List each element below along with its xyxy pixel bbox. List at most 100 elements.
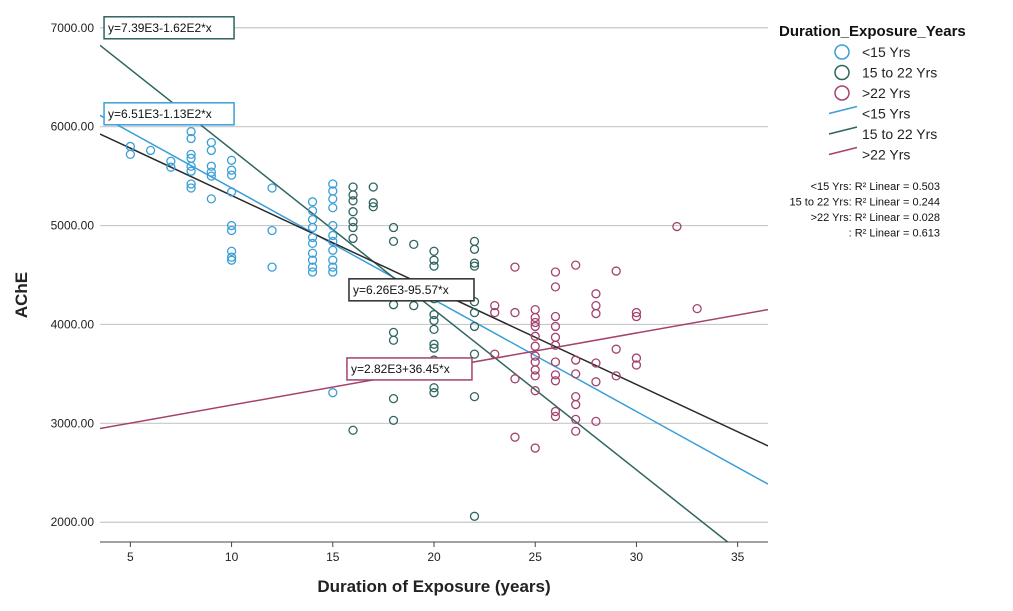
data-point (307, 232, 318, 243)
equation-labels: y=7.39E3-1.62E2*x y=6.51E3-1.13E2*x y=6.26… (103, 16, 475, 381)
legend-entry-label: >22 Yrs (862, 85, 910, 101)
data-point (631, 311, 642, 322)
data-point (469, 511, 480, 521)
legend-entry-label: >22 Yrs (862, 147, 910, 163)
data-point (388, 300, 399, 310)
data-point (469, 236, 480, 247)
data-point (530, 312, 540, 323)
data-point (348, 233, 358, 244)
data-point (186, 149, 196, 160)
y-tick-label: 7000.00 (51, 21, 95, 35)
x-tick-label: 5 (127, 550, 134, 564)
data-point (348, 425, 358, 435)
legend-line-sample (828, 146, 858, 156)
legend-entry-label: 15 to 22 Yrs (862, 65, 937, 81)
legend-entry-label: <15 Yrs (862, 44, 910, 60)
axes: 2000.00 3000.00 4000.00 5000.00 6000.00 7000.… (12, 21, 768, 596)
data-point (206, 171, 216, 181)
data-point (469, 321, 480, 332)
data-point (267, 262, 277, 272)
data-point (328, 230, 338, 241)
data-point (186, 133, 196, 144)
data-point (429, 339, 439, 349)
x-tick-label: 30 (630, 550, 644, 564)
data-point (571, 399, 581, 410)
y-tick-label: 3000.00 (51, 416, 95, 430)
equation-box (103, 102, 235, 126)
data-point (348, 222, 358, 233)
data-point (571, 369, 581, 379)
data-point (550, 357, 561, 367)
data-point (429, 343, 439, 353)
data-point (388, 327, 399, 338)
legend: Duration_Exposure_Years <15 Yrs 15 to 22 Y… (779, 23, 966, 240)
data-point (328, 203, 338, 213)
equation-label: y=6.26E3-95.57*x (353, 283, 449, 297)
data-point (591, 358, 601, 368)
y-axis-title: AChE (12, 272, 31, 318)
data-point (469, 244, 480, 254)
data-point (388, 393, 399, 404)
data-point (226, 246, 237, 256)
data-point (226, 155, 237, 165)
data-point (571, 414, 581, 425)
data-point (328, 255, 338, 265)
x-tick-label: 25 (529, 550, 543, 564)
data-point (307, 222, 318, 233)
data-point (186, 183, 196, 193)
r2-annotation: <15 Yrs: R² Linear = 0.503 (811, 181, 940, 193)
data-point (429, 324, 439, 335)
data-point (388, 415, 399, 426)
data-point (530, 386, 540, 396)
data-point (550, 311, 561, 322)
data-point (530, 351, 540, 361)
data-point (571, 260, 581, 270)
r2-annotation: 15 to 22 Yrs: R² Linear = 0.244 (789, 197, 940, 209)
data-point (631, 360, 642, 370)
data-point (368, 198, 378, 208)
data-point (388, 236, 399, 247)
data-point (328, 245, 338, 255)
data-point (186, 126, 196, 137)
data-point (530, 321, 540, 332)
data-point (672, 221, 682, 232)
data-point (429, 255, 439, 265)
data-point (206, 167, 216, 177)
data-point (631, 353, 642, 363)
data-point (510, 374, 520, 384)
data-point (571, 391, 581, 402)
data-point (591, 377, 601, 387)
equation-label: y=7.39E3-1.62E2*x (108, 21, 212, 35)
data-point (206, 194, 216, 204)
data-point (388, 335, 399, 345)
data-point (530, 341, 540, 351)
data-point (490, 301, 500, 311)
x-tick-label: 35 (731, 550, 745, 564)
data-point (186, 179, 196, 189)
data-point (469, 391, 480, 402)
data-point (409, 301, 419, 311)
equation-label: y=2.82E3+36.45*x (351, 362, 450, 376)
legend-marker (834, 44, 850, 60)
data-point (186, 161, 196, 171)
data-point (307, 197, 318, 207)
data-point (226, 220, 237, 231)
gridlines (100, 27, 768, 523)
data-point (591, 289, 601, 299)
data-point (510, 432, 520, 442)
data-point (591, 308, 601, 319)
data-point (328, 194, 338, 204)
data-point (611, 371, 621, 381)
equation-box (348, 278, 475, 302)
legend-marker (834, 85, 850, 101)
equation-label: y=6.51E3-1.13E2*x (108, 107, 212, 121)
data-point (611, 344, 621, 354)
data-point (348, 216, 358, 227)
data-point (226, 170, 237, 180)
data-point (328, 262, 338, 272)
equation-box (103, 16, 235, 40)
data-point (226, 225, 237, 236)
data-point (166, 156, 176, 166)
data-point (571, 355, 581, 365)
legend-line-sample (828, 126, 858, 135)
